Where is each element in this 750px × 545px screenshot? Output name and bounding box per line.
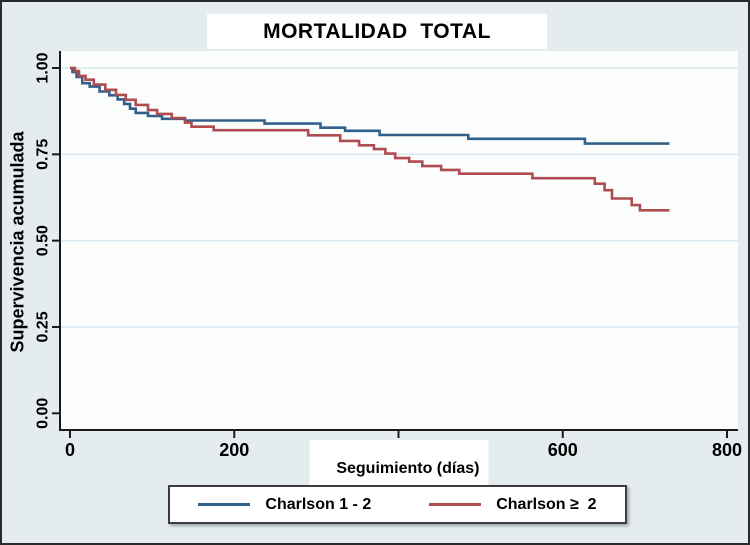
survival-curve-charlson-ge-2 xyxy=(70,66,670,212)
legend-entry-charlson-1-2: Charlson 1 - 2 xyxy=(198,496,371,514)
x-tick-label: 600 xyxy=(548,440,578,460)
y-tick-label: 0.25 xyxy=(35,311,52,342)
y-tick-label: 0.00 xyxy=(35,398,52,429)
x-tick-label: 200 xyxy=(219,440,249,460)
legend-entry-charlson-ge-2: Charlson ≥ 2 xyxy=(429,495,597,514)
x-axis-title: Seguimiento (días) xyxy=(336,460,480,477)
y-tick-label: 0.50 xyxy=(35,225,52,256)
x-tick-label: 0 xyxy=(65,440,75,460)
x-tick-label: 800 xyxy=(712,440,742,460)
y-axis-title: Supervivencia acumulada xyxy=(7,131,28,353)
survival-curve-charlson-1-2 xyxy=(70,66,670,145)
legend-line-swatch-red xyxy=(429,503,482,506)
y-tick-label: 1.00 xyxy=(35,52,52,83)
chart-title: MORTALIDAD TOTAL xyxy=(263,19,491,43)
legend-label: Charlson ≥ 2 xyxy=(496,495,597,513)
legend-line-swatch-blue xyxy=(198,503,251,506)
legend-label: Charlson 1 - 2 xyxy=(265,495,372,513)
y-tick-label: 0.75 xyxy=(35,139,52,170)
legend: Charlson 1 - 2 Charlson ≥ 2 xyxy=(168,485,627,524)
chart-title-box: MORTALIDAD TOTAL xyxy=(207,14,547,49)
